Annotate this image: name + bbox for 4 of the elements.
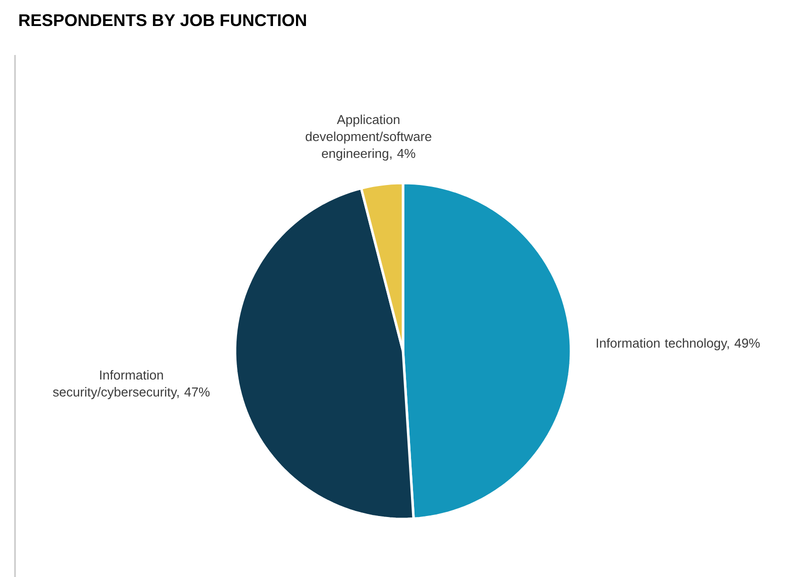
slice-label: Information security/cybersecurity, 47% bbox=[53, 370, 210, 400]
slice-label: Application development/software engineering, 4% bbox=[306, 114, 432, 161]
slice-label: Information technology, 49% bbox=[596, 338, 760, 350]
chart-title: RESPONDENTS BY JOB FUNCTION bbox=[19, 14, 306, 26]
